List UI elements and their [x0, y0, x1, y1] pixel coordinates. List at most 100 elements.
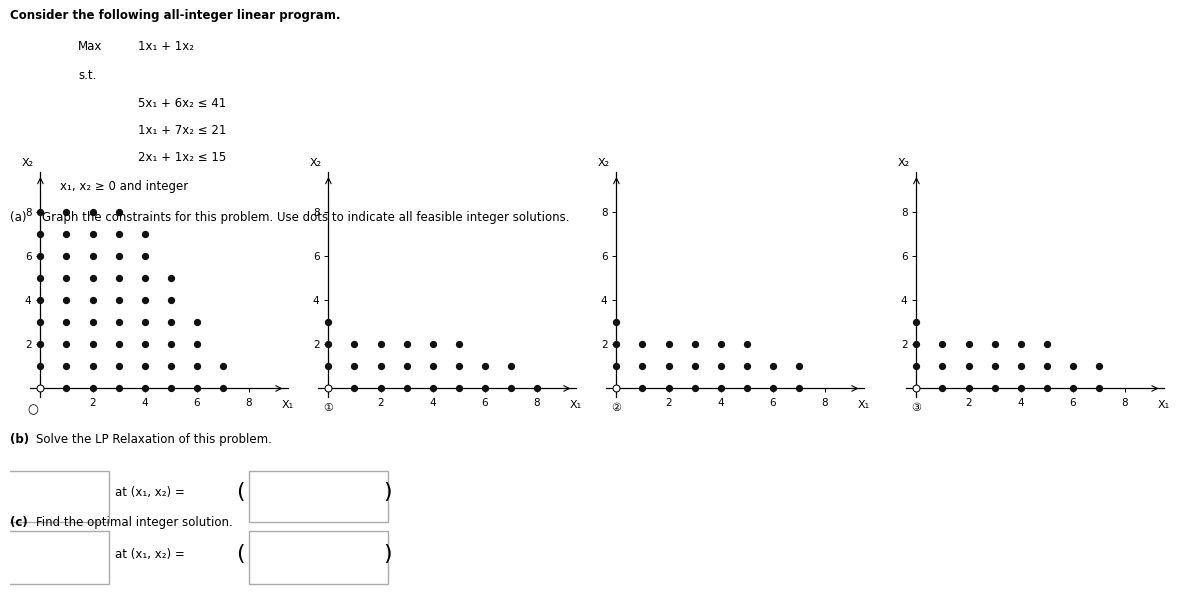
- Point: [502, 362, 521, 371]
- Text: ○: ○: [28, 403, 38, 416]
- Text: 1x₁ + 1x₂: 1x₁ + 1x₂: [138, 40, 194, 53]
- Point: [214, 362, 233, 371]
- Point: [319, 384, 338, 393]
- Point: [449, 384, 468, 393]
- Point: [109, 362, 128, 371]
- Point: [475, 362, 494, 371]
- Point: [136, 362, 155, 371]
- Point: [83, 340, 102, 349]
- Point: [1037, 340, 1056, 349]
- Text: X₂: X₂: [22, 158, 34, 168]
- Point: [187, 340, 206, 349]
- Text: X₁: X₁: [858, 400, 870, 410]
- Point: [1063, 362, 1082, 371]
- Point: [424, 362, 443, 371]
- Point: [607, 340, 626, 349]
- Point: [31, 229, 50, 238]
- Point: [397, 340, 416, 349]
- Point: [31, 340, 50, 349]
- Point: [136, 273, 155, 283]
- Text: (b): (b): [10, 433, 29, 446]
- FancyBboxPatch shape: [250, 531, 388, 585]
- Point: [56, 362, 76, 371]
- Point: [31, 295, 50, 305]
- Point: [109, 251, 128, 261]
- Point: [475, 384, 494, 393]
- Point: [56, 384, 76, 393]
- Point: [214, 384, 233, 393]
- Text: Find the optimal integer solution.: Find the optimal integer solution.: [36, 516, 233, 529]
- Point: [56, 207, 76, 216]
- Point: [56, 295, 76, 305]
- Point: [527, 384, 546, 393]
- Point: [632, 384, 652, 393]
- Point: [685, 362, 704, 371]
- Point: [136, 384, 155, 393]
- Point: [187, 317, 206, 327]
- Point: [607, 317, 626, 327]
- Point: [83, 251, 102, 261]
- Text: ): ): [383, 544, 392, 565]
- Text: ②: ②: [612, 403, 622, 413]
- FancyBboxPatch shape: [250, 471, 388, 522]
- Point: [985, 340, 1004, 349]
- Point: [932, 384, 952, 393]
- Point: [136, 229, 155, 238]
- Point: [737, 384, 756, 393]
- Text: 5x₁ + 6x₂ ≤ 41: 5x₁ + 6x₂ ≤ 41: [138, 97, 227, 110]
- Text: at (x₁, x₂) =: at (x₁, x₂) =: [115, 548, 185, 561]
- Point: [56, 317, 76, 327]
- Point: [424, 384, 443, 393]
- Point: [344, 362, 364, 371]
- Point: [737, 340, 756, 349]
- Text: x₁, x₂ ≥ 0 and integer: x₁, x₂ ≥ 0 and integer: [60, 180, 188, 193]
- Point: [959, 340, 978, 349]
- Text: ①: ①: [324, 403, 334, 413]
- Point: [83, 362, 102, 371]
- Point: [187, 362, 206, 371]
- Point: [449, 340, 468, 349]
- Point: [136, 340, 155, 349]
- Point: [161, 384, 180, 393]
- Point: [161, 340, 180, 349]
- Point: [985, 362, 1004, 371]
- Point: [712, 340, 731, 349]
- Point: [56, 229, 76, 238]
- Text: X₁: X₁: [282, 400, 294, 410]
- Point: [109, 384, 128, 393]
- Point: [56, 273, 76, 283]
- Point: [344, 340, 364, 349]
- Text: 2x₁ + 1x₂ ≤ 15: 2x₁ + 1x₂ ≤ 15: [138, 151, 227, 164]
- Point: [712, 384, 731, 393]
- Point: [1063, 384, 1082, 393]
- Point: [136, 251, 155, 261]
- Text: at (x₁, x₂) =: at (x₁, x₂) =: [115, 486, 185, 499]
- Point: [56, 251, 76, 261]
- Point: [397, 362, 416, 371]
- Point: [187, 384, 206, 393]
- Point: [83, 207, 102, 216]
- Point: [932, 362, 952, 371]
- Point: [83, 295, 102, 305]
- FancyBboxPatch shape: [5, 471, 109, 522]
- Point: [161, 317, 180, 327]
- Point: [712, 362, 731, 371]
- Text: X₁: X₁: [570, 400, 582, 410]
- Text: Consider the following all-integer linear program.: Consider the following all-integer linea…: [10, 9, 340, 22]
- Point: [424, 340, 443, 349]
- Point: [737, 362, 756, 371]
- Point: [31, 384, 50, 393]
- Point: [685, 384, 704, 393]
- Point: [109, 229, 128, 238]
- Point: [371, 340, 390, 349]
- Point: [83, 273, 102, 283]
- Point: [1012, 384, 1031, 393]
- Point: [659, 384, 678, 393]
- Point: [319, 362, 338, 371]
- Point: [959, 362, 978, 371]
- Point: [959, 384, 978, 393]
- Point: [136, 317, 155, 327]
- Point: [1012, 362, 1031, 371]
- Point: [659, 362, 678, 371]
- Point: [83, 384, 102, 393]
